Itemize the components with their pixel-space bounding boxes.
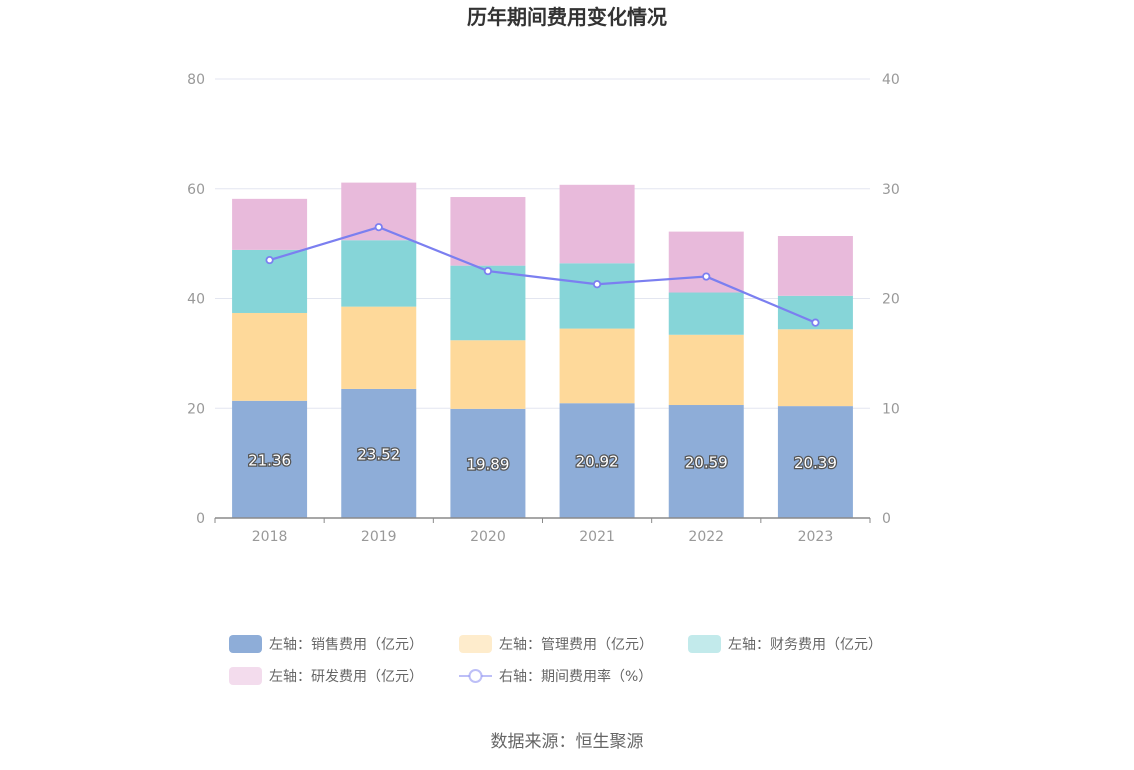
bar-value-label: 19.89 xyxy=(466,455,509,473)
rate-point[interactable] xyxy=(483,266,493,276)
bar-segment[interactable] xyxy=(559,403,635,518)
rate-line xyxy=(269,225,816,324)
rate-point[interactable] xyxy=(265,255,274,265)
rate-point[interactable] xyxy=(374,223,383,232)
bar-segment[interactable] xyxy=(341,240,417,307)
bar-segment[interactable] xyxy=(232,198,308,250)
legend-label: 左轴：销售费用（亿元） xyxy=(269,637,423,653)
y-right-tick-label: 0 xyxy=(882,511,891,527)
legend-swatch xyxy=(229,667,262,685)
source-text: 数据来源：恒生聚源 xyxy=(491,732,644,752)
rate-point[interactable] xyxy=(811,318,820,327)
bar-segment[interactable] xyxy=(450,265,526,341)
bar-segment[interactable] xyxy=(559,263,635,329)
y-left-tick-label: 0 xyxy=(196,511,205,527)
legend-swatch xyxy=(229,635,262,653)
axis-layer: 0 20 40 60 80 0 10 20 30 40 2018 2019 2020 2021 2022 20… xyxy=(187,72,900,545)
x-tick-label: 2023 xyxy=(798,529,834,545)
y-left-tick-label: 60 xyxy=(187,182,205,198)
y-left-tick-label: 80 xyxy=(187,72,205,88)
x-tick-label: 2020 xyxy=(470,529,506,545)
bar-segment[interactable] xyxy=(232,400,308,518)
bar-value-label: 20.59 xyxy=(685,454,728,472)
legend-item[interactable]: 左轴：研发费用（亿元） xyxy=(229,667,423,685)
bar-value-label: 23.52 xyxy=(357,445,400,463)
grid-layer xyxy=(215,78,870,409)
legend-item[interactable]: 右轴：期间费用率（%） xyxy=(459,668,652,685)
bar-segment[interactable] xyxy=(668,292,744,335)
y-left-tick-label: 40 xyxy=(187,292,205,308)
rate-point[interactable] xyxy=(702,272,711,281)
x-tick-label: 2019 xyxy=(361,529,397,545)
bar-value-label: 20.92 xyxy=(576,453,619,471)
legend-marker xyxy=(468,669,483,683)
bar-segment[interactable] xyxy=(777,235,853,296)
rate-point[interactable] xyxy=(592,280,602,289)
legend-label: 右轴：期间费用率（%） xyxy=(499,668,652,685)
legend[interactable]: 左轴：销售费用（亿元） 左轴：管理费用（亿元） 左轴：财务费用（亿元） 左轴：研发费用… xyxy=(229,635,882,685)
label-layer: 21.36 23.52 19.89 20.92 20.59 20.39 xyxy=(247,444,838,474)
bar-segment[interactable] xyxy=(341,182,417,241)
legend-swatch xyxy=(688,635,721,653)
bar-segment[interactable] xyxy=(559,184,635,264)
legend-item[interactable]: 左轴：管理费用（亿元） xyxy=(459,635,653,653)
legend-item[interactable]: 左轴：财务费用（亿元） xyxy=(688,635,882,653)
y-left-tick-label: 20 xyxy=(187,401,205,417)
bar-segment[interactable] xyxy=(777,406,853,518)
bar-segment[interactable] xyxy=(341,388,417,518)
x-tick-label: 2021 xyxy=(579,529,615,545)
line-layer xyxy=(265,223,820,327)
legend-item[interactable]: 左轴：销售费用（亿元） xyxy=(229,635,423,653)
bar-segment[interactable] xyxy=(777,329,853,407)
legend-label: 左轴：研发费用（亿元） xyxy=(269,669,423,685)
x-tick-label: 2018 xyxy=(252,529,288,545)
y-right-tick-label: 10 xyxy=(882,401,900,417)
bar-segment[interactable] xyxy=(232,312,308,401)
legend-label: 左轴：管理费用（亿元） xyxy=(499,637,653,653)
bar-segment[interactable] xyxy=(668,405,744,518)
bar-segment[interactable] xyxy=(668,334,744,406)
x-tick-label: 2022 xyxy=(688,529,724,545)
y-right-tick-label: 20 xyxy=(882,292,900,308)
y-right-tick-label: 40 xyxy=(882,72,900,88)
bar-segment[interactable] xyxy=(450,408,526,518)
legend-label: 左轴：财务费用（亿元） xyxy=(728,637,882,653)
chart-title: 历年期间费用变化情况 xyxy=(467,5,667,29)
bar-segment[interactable] xyxy=(559,328,635,404)
legend-swatch xyxy=(459,635,492,653)
bar-segment[interactable] xyxy=(450,197,526,266)
bar-segment[interactable] xyxy=(341,306,417,389)
bar-value-label: 21.36 xyxy=(248,451,291,469)
bar-value-label: 20.39 xyxy=(794,454,837,472)
bar-segment[interactable] xyxy=(668,231,744,293)
y-right-tick-label: 30 xyxy=(882,182,900,198)
bar-segment[interactable] xyxy=(450,340,526,409)
bar-layer xyxy=(232,182,853,518)
